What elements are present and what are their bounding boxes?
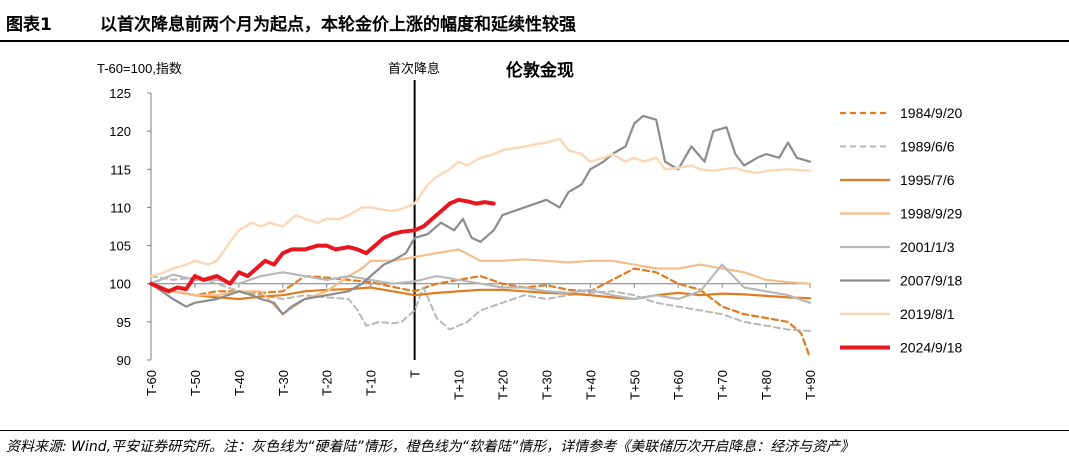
series-line-1995-7-6: [149, 282, 812, 301]
x-tick-label: T+20: [495, 370, 510, 400]
series-line-1989-6-6: [150, 275, 811, 332]
figure-number: 图表1: [6, 15, 52, 35]
series-line-2019-8-1: [149, 137, 812, 278]
annotation-label: 首次降息: [388, 61, 440, 77]
x-tick-label: T-50: [188, 370, 203, 396]
x-tick-label: T+50: [627, 370, 642, 400]
x-tick-label: T-30: [276, 370, 291, 396]
series-line-2001-1-3: [149, 263, 812, 304]
legend-label: 2001/1/3: [900, 239, 955, 255]
x-tick-label: T: [408, 370, 423, 378]
x-tick-label: T-60: [144, 370, 159, 396]
gold-price-chart: T-60=100,指数 首次降息 伦敦金现 90 95 100 105 110 115 12…: [97, 60, 962, 400]
x-tick-label: T+70: [715, 370, 730, 400]
figure-header: 图表1 以首次降息前两个月为起点，本轮金价上涨的幅度和延续性较强: [0, 0, 1069, 40]
legend-label: 2024/9/18: [900, 340, 962, 356]
series-line-2007-9-18: [149, 114, 812, 316]
y-tick-label: 105: [109, 239, 131, 254]
legend-label: 1995/7/6: [900, 172, 955, 188]
x-tick-label: T+10: [452, 370, 467, 400]
bottom-rule: [0, 430, 1069, 431]
source-note: 资料来源: Wind,平安证券研究所。注：灰色线为“硬着陆”情形，橙色线为“软着…: [6, 439, 855, 455]
x-tick-label: T-20: [320, 370, 335, 396]
legend: 1984/9/20 1989/6/6 1995/7/6 1998/9/29 2001/1…: [840, 105, 962, 356]
y-tick-label: 125: [109, 86, 131, 101]
x-tick-label: T+60: [671, 370, 686, 400]
figure-title: 以首次降息前两个月为起点，本轮金价上涨的幅度和延续性较强: [100, 15, 576, 35]
x-tick-label: T+40: [583, 370, 598, 400]
y-tick-label: 100: [109, 277, 131, 292]
x-tick-label: T+30: [539, 370, 554, 400]
legend-label: 1989/6/6: [900, 139, 955, 155]
chart-title: 伦敦金现: [506, 60, 574, 81]
legend-label: 1984/9/20: [900, 105, 962, 121]
y-tick-label: 95: [117, 315, 131, 330]
x-tick-label: T-40: [232, 370, 247, 396]
top-rule: [0, 40, 1069, 42]
axes: 90 95 100 105 110 115 120 125 T-60 T-50 T-40 T-30 T-…: [109, 80, 818, 400]
y-tick-label: 110: [110, 200, 131, 215]
y-axis-label: T-60=100,指数: [97, 61, 182, 76]
series-line-1984-9-20: [149, 267, 812, 359]
x-tick-label: T-10: [364, 370, 379, 396]
y-tick-label: 115: [110, 162, 131, 177]
legend-label: 2007/9/18: [900, 273, 962, 289]
series-layer: [149, 114, 812, 359]
legend-label: 1998/9/29: [900, 206, 962, 222]
series-line-2024-9-18: [149, 197, 496, 294]
legend-label: 2019/8/1: [900, 306, 955, 322]
x-tick-label: T+80: [759, 370, 774, 400]
y-tick-label: 90: [117, 353, 131, 368]
series-line-1998-9-29: [149, 248, 812, 316]
x-tick-label: T+90: [803, 370, 818, 400]
y-tick-label: 120: [109, 124, 131, 139]
